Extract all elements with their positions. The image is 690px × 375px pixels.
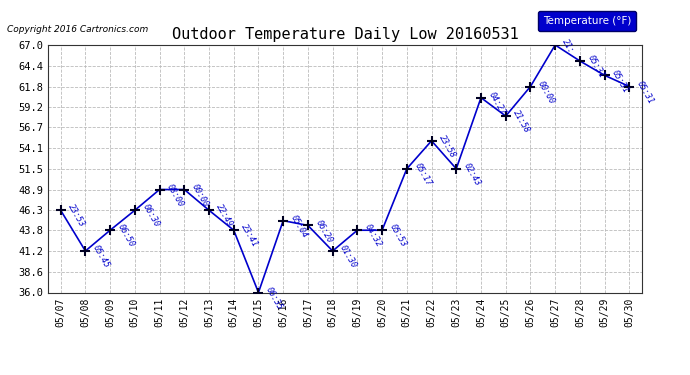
Text: 23:58: 23:58 bbox=[437, 134, 457, 160]
Text: 04:27: 04:27 bbox=[486, 90, 507, 117]
Text: 02:43: 02:43 bbox=[462, 162, 482, 188]
Title: Outdoor Temperature Daily Low 20160531: Outdoor Temperature Daily Low 20160531 bbox=[172, 27, 518, 42]
Text: 05:31: 05:31 bbox=[585, 54, 606, 80]
Legend: Temperature (°F): Temperature (°F) bbox=[538, 10, 636, 31]
Text: 23:53: 23:53 bbox=[66, 203, 86, 229]
Text: 04:32: 04:32 bbox=[363, 223, 383, 249]
Text: 21:58: 21:58 bbox=[511, 109, 531, 135]
Text: Copyright 2016 Cartronics.com: Copyright 2016 Cartronics.com bbox=[7, 25, 148, 34]
Text: 05:31: 05:31 bbox=[610, 68, 631, 94]
Text: 08:00: 08:00 bbox=[165, 182, 186, 209]
Text: 21:: 21: bbox=[561, 38, 576, 55]
Text: 05:04: 05:04 bbox=[288, 213, 309, 240]
Text: 23:41: 23:41 bbox=[239, 223, 259, 249]
Text: 01:30: 01:30 bbox=[338, 244, 359, 270]
Text: 00:00: 00:00 bbox=[536, 79, 556, 105]
Text: 00:00: 00:00 bbox=[190, 182, 210, 209]
Text: 05:31: 05:31 bbox=[635, 79, 656, 105]
Text: 06:50: 06:50 bbox=[116, 223, 136, 249]
Text: 06:35: 06:35 bbox=[264, 285, 284, 311]
Text: 22:49: 22:49 bbox=[215, 203, 235, 229]
Text: 05:53: 05:53 bbox=[388, 223, 408, 249]
Text: 05:17: 05:17 bbox=[413, 162, 433, 188]
Text: 06:30: 06:30 bbox=[140, 203, 161, 229]
Text: 05:45: 05:45 bbox=[91, 244, 111, 270]
Text: 06:20: 06:20 bbox=[313, 218, 334, 244]
